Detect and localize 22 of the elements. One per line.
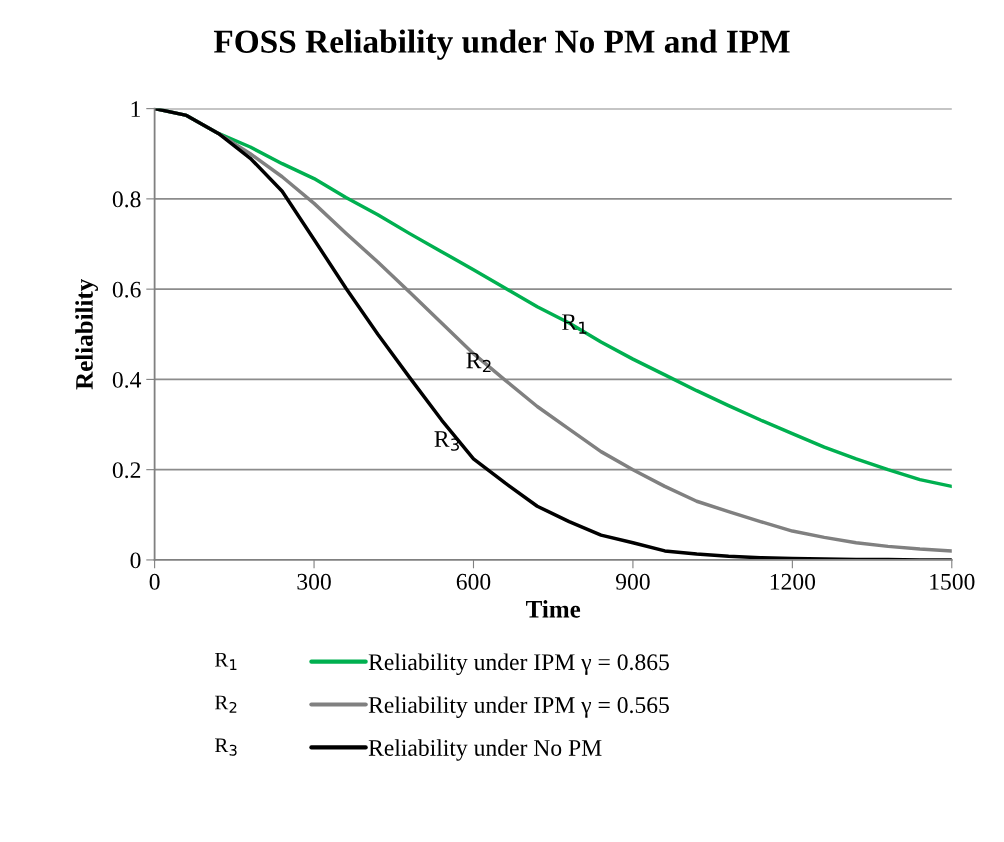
- x-tick-label: 1500: [930, 573, 975, 590]
- y-tick-label: 0: [130, 552, 141, 569]
- x-tick-label: 0: [149, 573, 160, 590]
- x-tick-label: 600: [456, 573, 491, 590]
- text: R$_{2}$: [215, 695, 237, 713]
- x-tick-label: 900: [615, 573, 650, 590]
- y-tick-label: 0.4: [112, 371, 142, 388]
- y-tick-label: 1: [131, 101, 140, 117]
- legend-label: Reliability under No PM: [368, 739, 602, 761]
- x-tick-label: 1200: [770, 573, 816, 590]
- y-tick-label: 0.6: [112, 281, 141, 298]
- chart-title: FOSS Reliability under No PM and IPM: [213, 29, 790, 60]
- text: R$_{1}$: [215, 652, 237, 670]
- legend-label: Reliability under IPM γ = 0.565: [368, 696, 669, 718]
- y-tick-label: 0.2: [112, 462, 141, 479]
- legend-label: Reliability under IPM γ = 0.865: [368, 653, 669, 676]
- text: R$_{3}$: [215, 738, 237, 756]
- annotation: R$_{2}$: [466, 352, 491, 373]
- y-tick-label: 0.8: [112, 191, 141, 208]
- x-tick-label: 300: [297, 573, 331, 590]
- y-axis-title: Reliability: [75, 278, 99, 390]
- x-axis-title: Time: [526, 600, 581, 618]
